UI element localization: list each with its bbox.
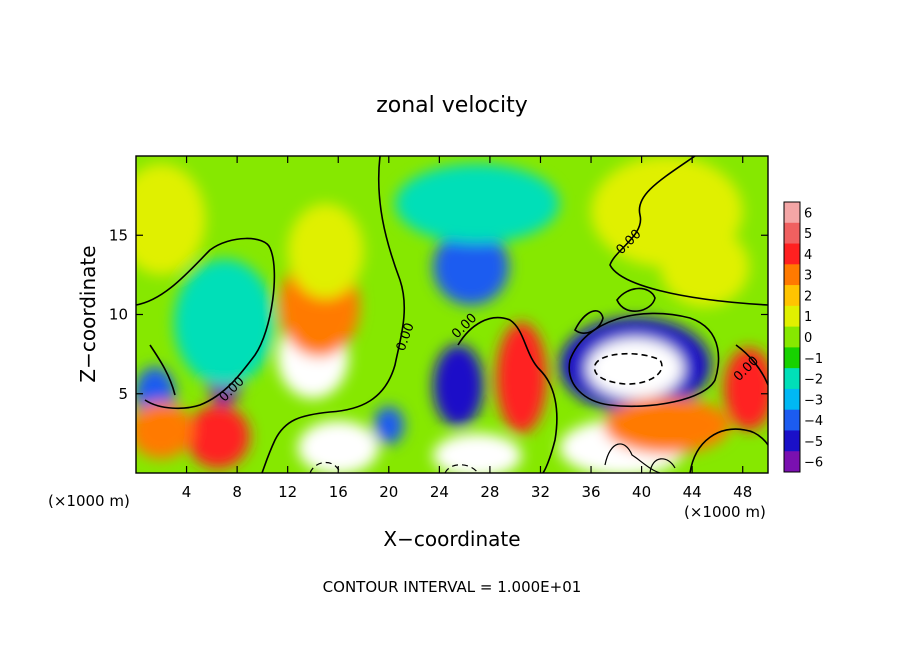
colorbar-swatch-9 (784, 388, 800, 411)
x-tick-label-8: 36 (581, 483, 600, 501)
colorbar-swatch-1 (784, 222, 800, 245)
colorbar-swatch-3 (784, 264, 800, 286)
x-tick-label-6: 28 (480, 483, 499, 501)
y-axis-label: Z−coordinate (76, 245, 100, 382)
colorbar-swatch-7 (784, 347, 800, 369)
colorbar-tick-label-5: 1 (804, 310, 812, 325)
contour-line (689, 428, 768, 473)
plot-area: 0.000.00 0.000.000.00 (136, 156, 768, 473)
x-unit-right: (×1000 m) (684, 503, 766, 521)
field-region-19 (723, 347, 768, 431)
contour-line (261, 156, 406, 473)
x-tick-label-2: 12 (278, 483, 297, 501)
x-tick-label-11: 48 (733, 483, 752, 501)
colorbar-tick-label-1: 5 (804, 227, 812, 242)
colorbar-swatch-6 (784, 326, 800, 348)
field-region-13 (433, 228, 509, 305)
field-region-5 (287, 203, 364, 299)
x-axis-ticks: 4 8 12 16 20 24 28 32 36 40 44 48 (182, 156, 752, 501)
field-region-6 (186, 404, 250, 469)
contour-line (149, 344, 176, 396)
colorbar-tick-label-10: −4 (804, 414, 823, 429)
contour-line (568, 312, 720, 408)
colorbar-tick-label-4: 2 (804, 289, 812, 304)
x-axis-label: X−coordinate (383, 527, 520, 551)
x-tick-label-3: 16 (329, 483, 348, 501)
contour-interval-note: CONTOUR INTERVAL = 1.000E+01 (323, 578, 582, 596)
colorbar-tick-label-2: 4 (804, 248, 812, 263)
field-region-8 (297, 420, 379, 473)
x-tick-label-7: 32 (531, 483, 550, 501)
chart-title: zonal velocity (376, 93, 528, 118)
colorbar-frame (783, 201, 801, 473)
x-unit-left: (×1000 m) (48, 492, 130, 510)
colorbar-swatch-0 (784, 202, 800, 224)
field-region-11 (433, 433, 522, 473)
contour-line (136, 237, 276, 410)
contour-line (616, 287, 656, 312)
colorbar-tick-label-3: 3 (804, 269, 812, 284)
field-region-12 (496, 322, 547, 434)
y-tick-label-0: 5 (118, 385, 128, 403)
field-region-22 (660, 227, 750, 307)
contour-line-dashed (444, 464, 479, 473)
x-tick-label-4: 20 (379, 483, 398, 501)
colorbar-swatch-12 (784, 451, 800, 473)
field-region-21 (136, 163, 206, 275)
x-tick-label-0: 4 (182, 483, 192, 501)
field-region-16 (587, 338, 684, 399)
contour-line (609, 156, 768, 306)
colorbar-swatch-5 (784, 305, 800, 328)
field-region-7 (136, 401, 193, 459)
colorbar-swatch-8 (784, 368, 800, 390)
colorbar-tick-label-11: −5 (804, 435, 823, 450)
x-tick-label-9: 40 (632, 483, 651, 501)
colorbar-swatch-4 (784, 285, 800, 307)
field-region-9 (373, 406, 404, 445)
x-tick-label-5: 24 (430, 483, 449, 501)
velocity-field (136, 156, 768, 473)
colorbar-tick-label-0: 6 (804, 206, 812, 221)
contour-line (735, 344, 768, 386)
contour-line-dashed (593, 352, 663, 385)
field-region-18 (603, 396, 731, 454)
colorbar-swatch-11 (784, 430, 800, 452)
colorbar-swatch-2 (784, 243, 800, 265)
colorbar: 6 5 4 3 2 1 0 −1 −2 −3 −4 −5 −6 (783, 201, 823, 473)
field-region-1 (173, 259, 276, 386)
contour-line (457, 316, 558, 473)
colorbar-tick-label-12: −6 (804, 456, 823, 471)
y-tick-label-2: 15 (109, 226, 128, 244)
contour-line (573, 310, 604, 334)
x-tick-label-10: 44 (683, 483, 702, 501)
colorbar-tick-label-9: −3 (804, 393, 823, 408)
colorbar-tick-label-7: −1 (804, 352, 823, 367)
x-tick-label-1: 8 (232, 483, 242, 501)
y-axis-ticks: 5 10 15 (109, 226, 768, 403)
colorbar-swatch-10 (784, 409, 800, 431)
contour-line (649, 458, 676, 473)
colorbar-tick-label-8: −2 (804, 373, 823, 388)
colorbar-tick-label-6: 0 (804, 331, 812, 346)
field-region-10 (433, 344, 484, 428)
zero-contours (136, 156, 768, 473)
field-region-14 (395, 163, 560, 244)
y-tick-label-1: 10 (109, 306, 128, 324)
